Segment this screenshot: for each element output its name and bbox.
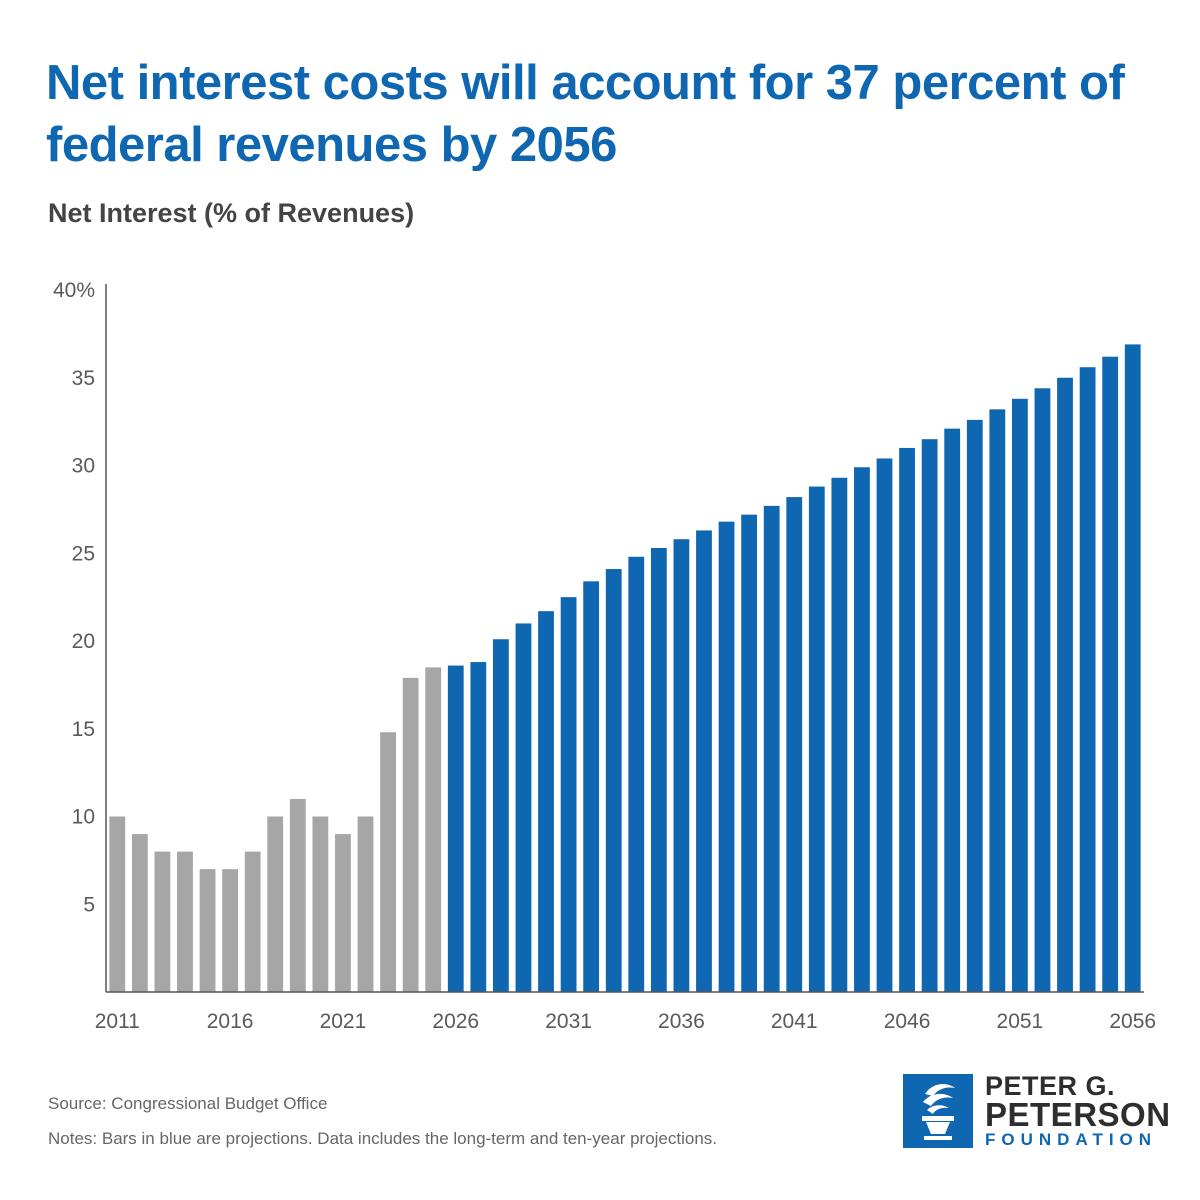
y-tick-label-40: 40% [53,279,95,302]
bar-2034 [628,556,645,992]
logo-line-foundation: FOUNDATION [985,1130,1158,1149]
bar-2020 [312,816,329,992]
bar-2015 [199,869,216,992]
source-note: Source: Congressional Budget Office [48,1094,328,1113]
bar-2046 [899,447,915,992]
x-tick-label-2036: 2036 [658,1010,705,1033]
y-tick-label-15: 15 [72,718,95,741]
notes-text: Notes: Bars in blue are projections. Dat… [48,1129,718,1148]
bar-chart: 5 10 15 20 25 30 35 40% 2011 2016 2021 2026 2031 2036… [53,279,1156,1033]
bar-2043 [831,477,848,992]
bar-2012 [131,834,148,992]
bar-2025 [425,667,442,992]
bar-2011 [109,816,126,992]
x-tick-label-2011: 2011 [95,1010,140,1033]
x-tick-label-2051: 2051 [997,1010,1044,1033]
bar-2045 [876,458,893,993]
y-tick-label-35: 35 [72,367,95,390]
bar-2042 [808,486,825,992]
bar-2018 [267,816,284,992]
bar-2052 [1034,388,1051,992]
bar-2033 [605,569,622,992]
bar-2039 [741,514,758,992]
logo-line-peterson: PETERSON [985,1096,1171,1133]
bar-2032 [583,581,600,992]
x-tick-label-2031: 2031 [545,1010,592,1033]
logo-line-peter-g: PETER G. [985,1071,1116,1101]
y-tick-label-5: 5 [83,893,95,916]
chart-title: Net interest costs will account for 37 p… [46,56,1125,172]
bar-2053 [1057,377,1073,992]
bar-2023 [380,732,396,992]
y-tick-label-20: 20 [72,630,95,653]
bar-2036 [673,539,690,992]
x-tick-label-2026: 2026 [432,1010,479,1033]
bar-2040 [763,505,780,992]
bar-2050 [989,409,1006,993]
bar-2026 [447,665,464,992]
bar-2016 [222,869,239,992]
y-tick-label-30: 30 [72,455,95,478]
x-tick-label-2021: 2021 [320,1010,367,1033]
bar-2048 [944,428,961,992]
bar-2014 [177,851,193,992]
bar-2031 [560,597,577,993]
bar-2022 [357,816,374,992]
x-tick-label-2016: 2016 [207,1010,254,1033]
x-tick-label-2056: 2056 [1109,1010,1156,1033]
x-tick-label-2041: 2041 [771,1010,818,1033]
bar-2030 [538,611,554,992]
bar-2056 [1124,344,1141,992]
bar-2027 [470,662,487,992]
y-tick-label-25: 25 [72,542,95,565]
bar-2051 [1011,398,1028,992]
bar-2044 [854,467,870,992]
bar-2013 [154,851,171,992]
bar-2019 [289,798,306,992]
bar-2017 [244,851,261,992]
bar-2047 [921,439,938,992]
bar-2054 [1079,367,1096,993]
bar-2055 [1102,356,1119,992]
chart-subtitle: Net Interest (% of Revenues) [48,198,415,228]
bar-2037 [696,530,712,992]
bar-2049 [966,419,983,992]
bar-2021 [335,834,351,992]
bar-2041 [786,497,803,992]
bar-2024 [402,677,419,992]
bar-2029 [515,623,532,992]
y-tick-label-10: 10 [72,806,95,829]
bar-2038 [718,521,735,992]
bar-2028 [492,639,509,992]
x-tick-label-2046: 2046 [884,1010,931,1033]
bar-2035 [650,547,667,992]
torch-icon [903,1074,973,1148]
peterson-foundation-logo: PETER G. PETERSON FOUNDATION [903,1071,1170,1154]
